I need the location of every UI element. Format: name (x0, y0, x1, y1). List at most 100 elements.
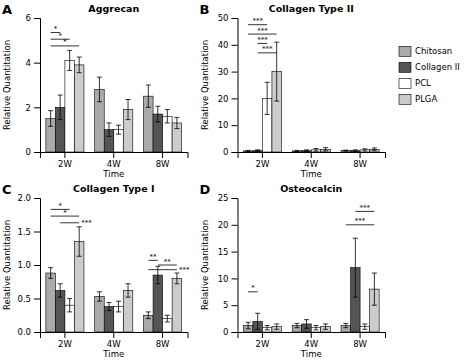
error-bar (67, 299, 72, 312)
y-tick-mark (34, 332, 40, 333)
x-axis-line (41, 153, 189, 159)
y-tick-mark (232, 98, 238, 99)
error-bar (372, 148, 377, 151)
bar (65, 60, 75, 152)
y-axis-title: Relative Quantitation (2, 40, 12, 130)
significance-label: ** (164, 258, 172, 266)
y-tick-label: 0.5 (17, 294, 31, 304)
error-bar (48, 111, 53, 127)
y-tick: 0 (223, 147, 237, 157)
significance-label: *** (257, 27, 268, 35)
x-tick: 2W (256, 332, 270, 349)
bar (253, 151, 263, 152)
error-bar (323, 148, 328, 151)
legend-item: PCL (399, 78, 431, 88)
significance-line (148, 269, 177, 270)
y-tick: 4 (26, 58, 40, 68)
bar-series (74, 227, 181, 332)
plot-area: 0.00.51.01.52.02W4W8WCollagen Type ITime… (2, 183, 190, 359)
y-tick-label: 1.5 (17, 227, 31, 237)
y-tick-label: 4 (26, 58, 31, 68)
x-tick-mark (311, 332, 312, 338)
significance-label: ** (150, 253, 158, 261)
legend-swatch (399, 62, 411, 72)
error-bar (106, 303, 111, 311)
error-bar (372, 273, 377, 305)
x-tick-mark (64, 152, 65, 158)
y-tick-mark (34, 107, 40, 108)
bar (95, 296, 105, 332)
y-tick-mark (34, 63, 40, 64)
y-tick-mark (232, 252, 238, 253)
panel-label: D (200, 182, 211, 197)
bar (46, 273, 56, 332)
x-tick: 2W (58, 152, 72, 169)
significance-label: * (54, 25, 58, 33)
significance-label: *** (252, 17, 263, 25)
y-tick-label: 10 (218, 274, 229, 284)
y-axis: 01020304050 (218, 13, 238, 157)
bar (243, 151, 253, 152)
x-tick-mark (262, 332, 263, 338)
error-bar (48, 268, 53, 279)
x-tick: 2W (256, 152, 270, 169)
x-axis-title: Time (300, 169, 322, 179)
error-bar (146, 85, 151, 107)
error-bar (77, 227, 82, 256)
y-tick: 15 (218, 247, 238, 257)
x-tick-label: 4W (107, 339, 121, 349)
panel: 0.00.51.01.52.02W4W8WCollagen Type ITime… (2, 182, 190, 359)
error-bar (265, 326, 270, 330)
y-tick: 2 (26, 103, 40, 113)
y-tick-label: 40 (218, 40, 229, 50)
legend-item: Chitosan (399, 46, 452, 56)
y-tick: 25 (218, 193, 238, 203)
y-tick: 10 (218, 120, 238, 130)
x-axis-line (41, 333, 189, 339)
legend-item: Collagen II (399, 62, 460, 72)
y-axis: 0246 (26, 13, 41, 157)
y-tick-label: 30 (218, 67, 229, 77)
error-bar (174, 117, 179, 128)
y-axis-line (34, 19, 41, 153)
error-bar (106, 123, 111, 136)
y-tick-label: 25 (218, 193, 229, 203)
bar-series (65, 50, 172, 152)
panel: 02462W4W8WAggrecanTimeRelative Quantitat… (2, 2, 188, 179)
significance-label: *** (355, 217, 366, 225)
x-tick-mark (64, 332, 65, 338)
x-tick-mark (311, 152, 312, 158)
error-bar (362, 324, 367, 329)
bar-series (46, 268, 153, 332)
x-tick: 8W (156, 152, 170, 169)
error-bar (343, 323, 348, 327)
y-tick-mark (34, 18, 40, 19)
x-tick: 4W (107, 152, 121, 169)
y-axis: 0510152025 (218, 193, 238, 337)
bar-series (74, 57, 181, 152)
error-bar (246, 150, 251, 151)
significance-label: *** (257, 36, 268, 44)
panel-title: Collagen Type II (269, 3, 354, 14)
x-tick-label: 2W (58, 159, 72, 169)
panel: 010203040502W4W8WCollagen Type IITimeRel… (200, 2, 386, 179)
x-tick: 8W (156, 332, 170, 349)
error-bar (323, 324, 328, 329)
x-tick: 8W (353, 152, 367, 169)
significance-label: * (58, 32, 62, 40)
error-bar (155, 106, 160, 122)
bar-series (262, 324, 369, 332)
x-tick-mark (262, 152, 263, 158)
error-bar (116, 125, 121, 134)
y-tick: 50 (218, 13, 238, 23)
error-bar (353, 238, 358, 297)
y-tick-mark (232, 332, 238, 333)
error-bar (314, 326, 319, 330)
bar-series (46, 77, 153, 152)
y-axis-title: Relative Quantitation (200, 220, 210, 310)
error-bar (126, 284, 131, 297)
plot-area: 02462W4W8WAggrecanTimeRelative Quantitat… (2, 3, 188, 179)
error-bar (304, 320, 309, 329)
y-tick-mark (232, 225, 238, 226)
y-axis-title: Relative Quantitation (200, 40, 210, 130)
